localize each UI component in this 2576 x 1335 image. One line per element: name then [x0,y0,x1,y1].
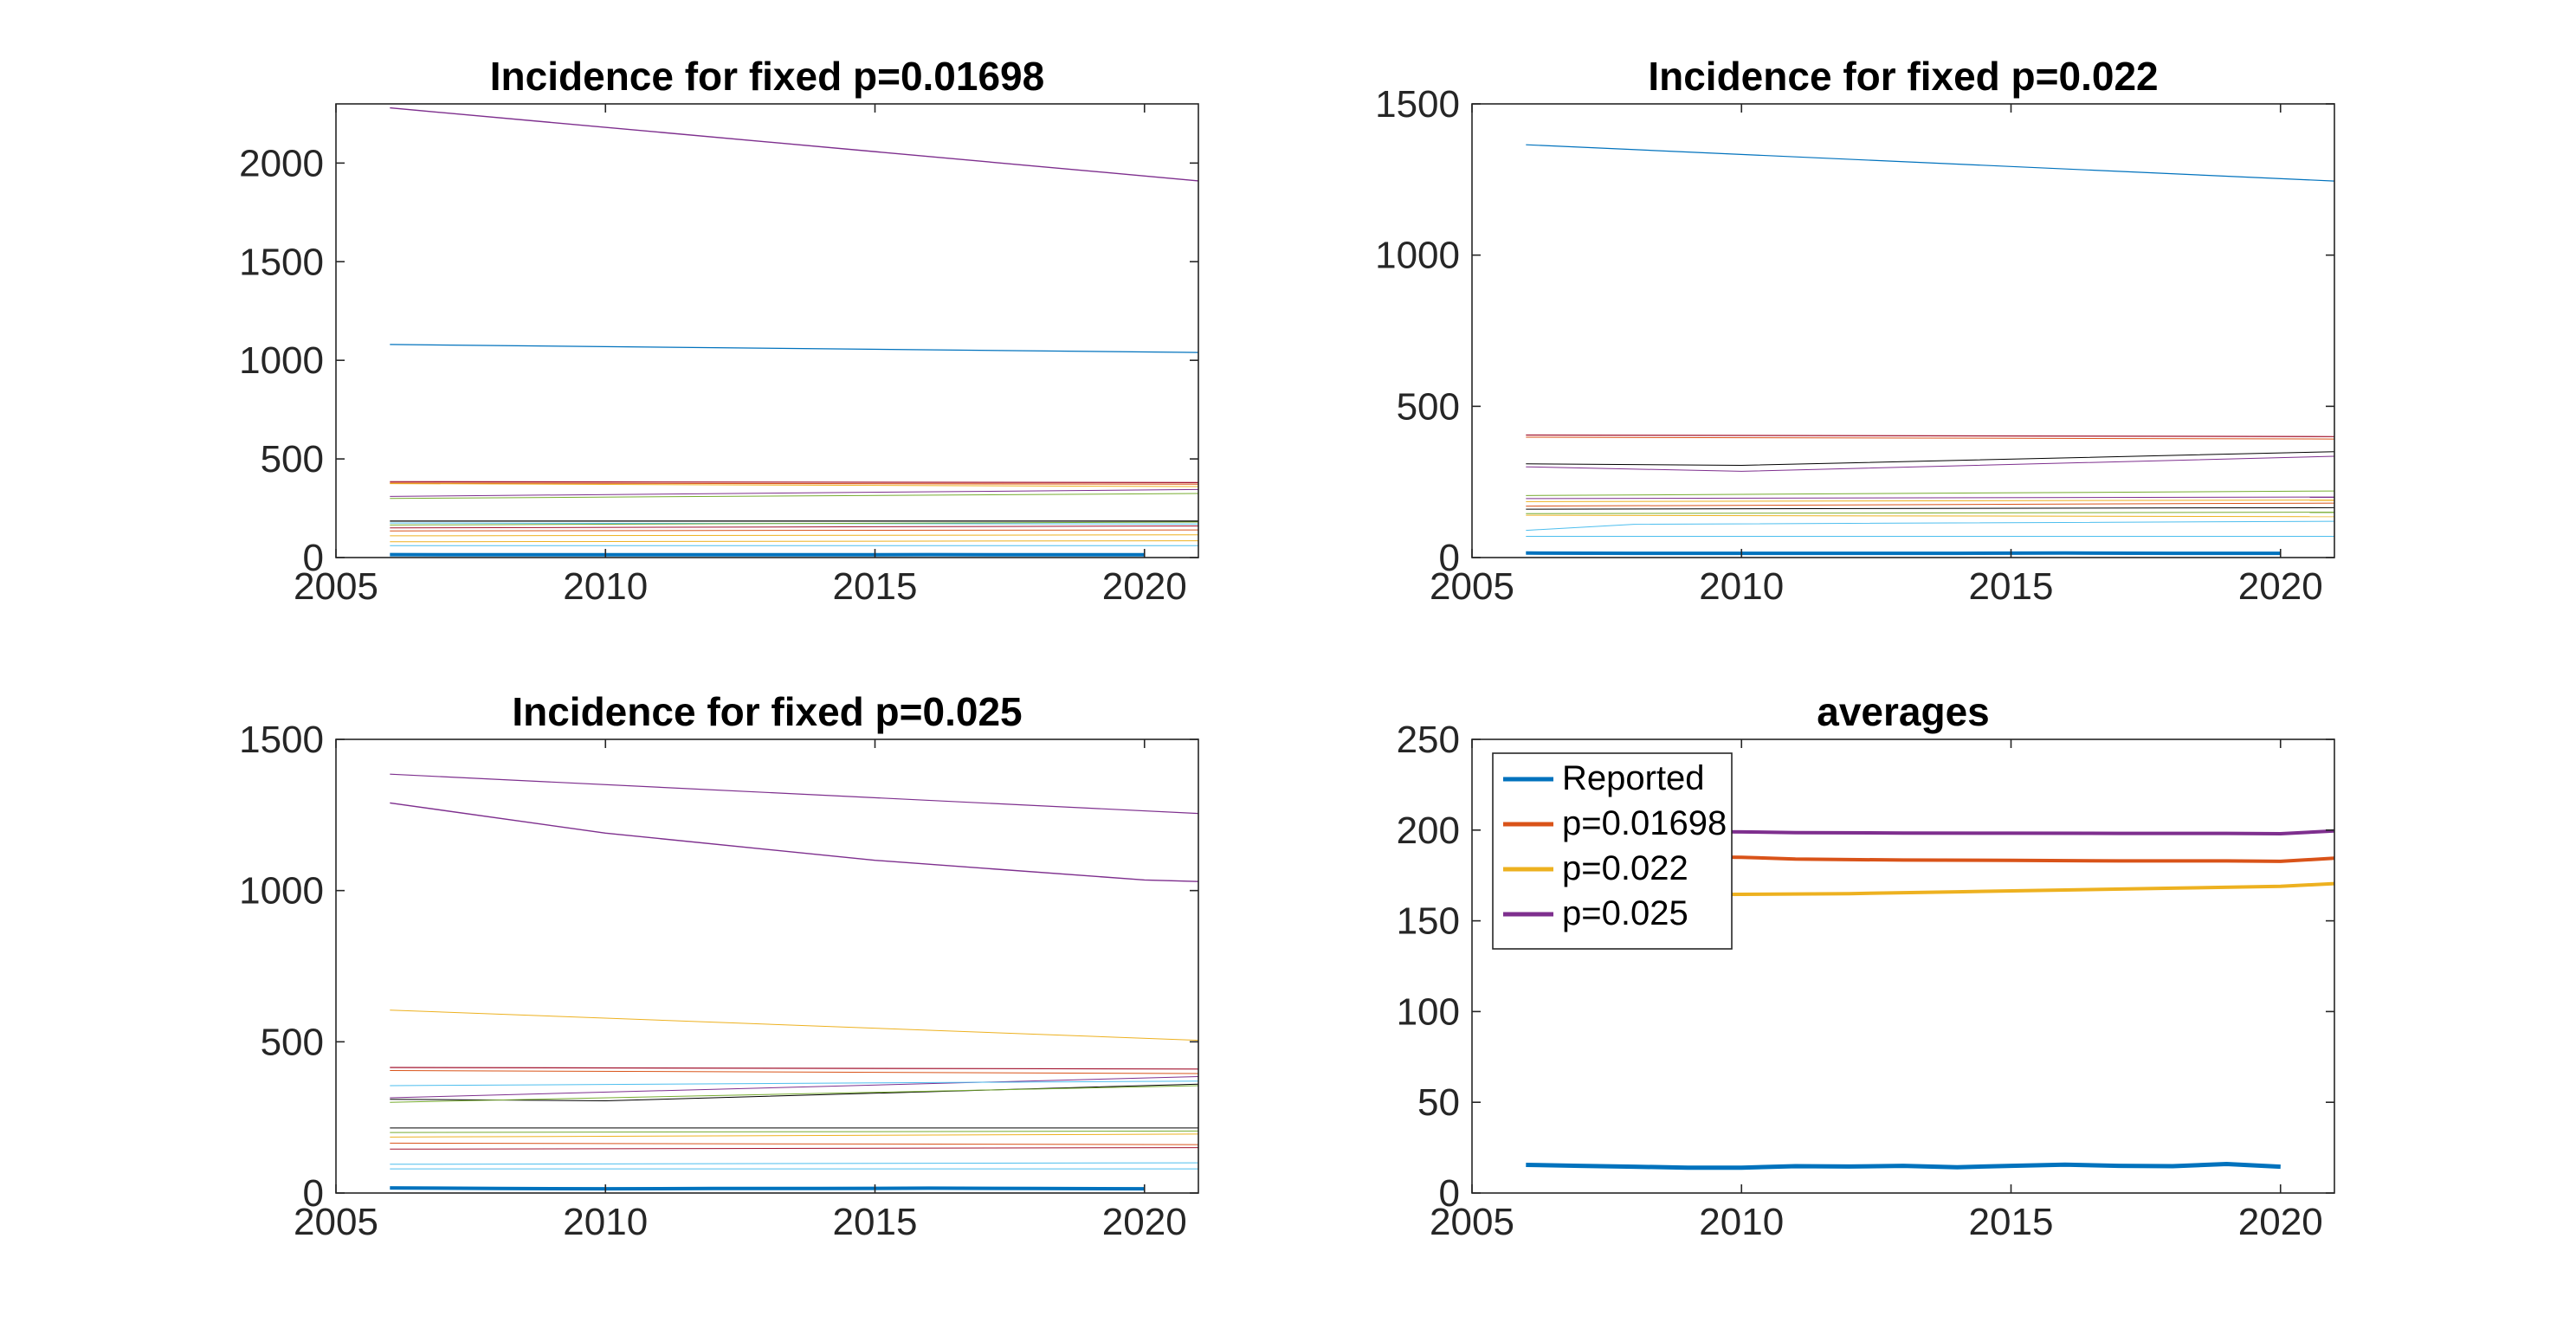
axes-frame [335,103,1199,558]
series-line-3 [390,480,1198,484]
subplot-4: 2005 2010 2015 2020 0 50 100 150 200 250 averages R… [1397,689,2335,1243]
y-tick-label: 1500 [239,241,324,283]
series-line-2 [1526,434,2334,437]
series-line-5 [390,483,1198,487]
series-line-10 [390,521,1198,526]
legend-entry-label: p=0.022 [1562,849,1688,887]
y-tick-label: 0 [303,537,324,579]
x-tick-label: 2015 [833,565,918,608]
x-tick-label: 2010 [1699,1201,1784,1243]
y-tick-label: 200 [1397,809,1460,852]
chart-title: Incidence for fixed p=0.022 [1648,54,2158,99]
y-tick-label: 150 [1397,900,1460,943]
series-line-6 [1526,490,2334,496]
series-line-9 [390,1085,1198,1103]
y-tick-label: 0 [303,1172,324,1215]
x-tick-label: 2020 [1102,565,1187,608]
y-tick-label: 0 [1439,1172,1460,1215]
series-line-10 [1526,506,2334,510]
subplot-3: 2005 2010 2015 2020 0 500 1000 1500 Incidence fo… [239,689,1199,1243]
series-line-5 [1526,455,2334,472]
legend-entry-label: p=0.025 [1562,894,1688,932]
x-tick-label: 2020 [1102,1201,1187,1243]
series-line-1 [1526,1162,2281,1171]
y-tick-label: 1000 [239,870,324,913]
x-tick-label: 2005 [294,1201,378,1243]
series-line-3 [390,1009,1198,1042]
series-line-11 [390,526,1198,529]
series-line-12 [390,1133,1198,1138]
y-tick-label: 50 [1417,1081,1460,1124]
x-tick-label: 2010 [563,565,648,608]
y-tick-label: 500 [261,1021,324,1063]
series-line-13 [390,534,1198,537]
series-line-7 [390,1080,1198,1087]
series-line-1 [390,106,1198,182]
y-tick-label: 500 [261,438,324,480]
series-line-11 [390,1130,1198,1133]
series-group [1526,144,2334,556]
series-line-2 [390,802,1198,882]
series-line-1 [1526,144,2334,182]
series-line-9 [1526,502,2334,507]
x-tick-label: 2010 [1699,565,1784,608]
chart-title: averages [1817,689,1990,734]
axes-frame [335,738,1199,1194]
legend: Reported p=0.01698 p=0.022 p=0.025 [1492,752,1733,950]
axes-frame [1471,738,2335,1194]
subplot-2: 2005 2010 2015 2020 0 500 1000 1500 Incidence fo… [1375,54,2335,608]
series-line-4 [1526,451,2334,466]
series-line-7 [1526,496,2334,500]
y-tick-label: 0 [1439,537,1460,579]
series-line-14 [390,540,1198,543]
series-line-12 [390,529,1198,532]
series-line-6 [390,1076,1198,1099]
x-tick-label: 2015 [833,1201,918,1243]
axes-frame [1471,103,2335,558]
y-tick-label: 500 [1397,385,1460,428]
series-line-17 [390,1186,1145,1191]
series-line-4 [390,1067,1198,1070]
y-tick-label: 1000 [1375,235,1460,277]
series-line-7 [390,493,1198,500]
y-tick-label: 1500 [1375,83,1460,126]
x-tick-label: 2020 [2238,1201,2323,1243]
x-tick-label: 2020 [2238,565,2323,608]
x-tick-label: 2010 [563,1201,648,1243]
legend-entry-label: p=0.01698 [1562,804,1727,842]
series-line-1 [390,773,1198,815]
series-line-5 [390,1070,1198,1074]
y-tick-label: 1000 [239,339,324,382]
series-line-8 [1526,500,2334,502]
x-tick-label: 2005 [294,565,378,608]
series-line-4 [390,482,1198,485]
series-line-13 [1526,520,2334,532]
series-group [390,106,1198,557]
x-tick-label: 2005 [1430,565,1514,608]
chart-title: Incidence for fixed p=0.01698 [490,54,1044,99]
series-line-6 [390,488,1198,497]
chart-title: Incidence for fixed p=0.025 [512,689,1022,734]
series-line-13 [390,1142,1198,1145]
legend-entry-label: Reported [1562,759,1705,797]
series-line-2 [390,344,1198,353]
y-tick-label: 250 [1397,719,1460,761]
series-group [390,773,1198,1191]
x-tick-label: 2005 [1430,1201,1514,1243]
series-line-14 [390,1147,1198,1150]
series-line-3 [1526,436,2334,440]
y-tick-label: 100 [1397,990,1460,1033]
x-tick-label: 2015 [1969,565,2054,608]
series-line-11 [1526,512,2334,514]
y-tick-label: 2000 [239,142,324,184]
series-line-15 [390,1162,1198,1165]
x-tick-label: 2015 [1969,1201,2054,1243]
subplot-1: 2005 2010 2015 2020 0 500 1000 1500 2000 Incidenc… [239,54,1199,608]
y-tick-label: 1500 [239,719,324,761]
series-line-12 [1526,514,2334,518]
